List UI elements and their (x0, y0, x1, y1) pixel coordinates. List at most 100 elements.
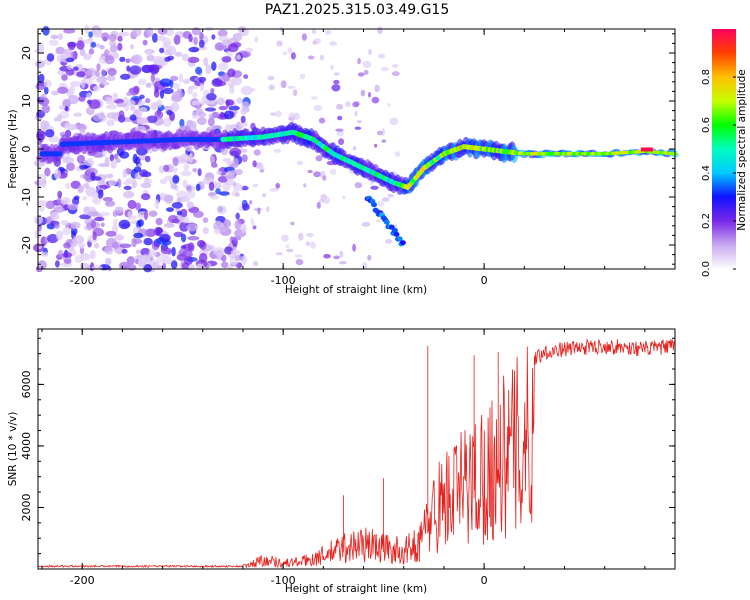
spectrogram-noise-blob (179, 118, 185, 128)
spectrogram-noise-blob (105, 230, 117, 237)
spectrogram-noise-blob (92, 85, 101, 92)
spectrogram-noise-blob (225, 125, 233, 131)
spectrogram-x-label: Height of straight line (km) (285, 284, 427, 296)
spectrogram-noise-blob (313, 171, 321, 178)
spectrogram-noise-blob (44, 86, 49, 95)
spectrogram-y-ticks: -20 -10 0 10 20 (20, 33, 675, 265)
spectrogram-noise-blob (227, 43, 239, 53)
spectrogram-noise-blob (249, 88, 256, 92)
spectrogram-noise-blob (126, 65, 131, 72)
spectrogram-noise-blob (342, 195, 346, 200)
spectrogram-noise-blob (106, 119, 115, 127)
spectrogram-noise-blob (241, 101, 250, 110)
spectrogram-noise-blob (305, 241, 311, 246)
spectrogram-noise-blob (303, 183, 307, 188)
spectrogram-noise-blob (94, 216, 105, 222)
spectrogram-noise-blob (232, 183, 243, 192)
spectrogram-noise-blob (84, 69, 96, 76)
spectrogram-noise-blob (37, 179, 45, 188)
spectrogram-noise-blob (354, 126, 362, 130)
spectrogram-noise-blob (352, 243, 356, 252)
spectrogram-y-tick-label-3: 10 (20, 94, 33, 108)
spectrogram-noise-blob (199, 31, 204, 41)
spectrogram-noise-blob (136, 117, 149, 125)
spectrogram-noise-blob (377, 26, 383, 35)
spectrogram-noise-blob (44, 167, 51, 177)
spectrogram-noise-blob (336, 103, 344, 110)
spectrogram-noise-blob (67, 203, 79, 211)
spectrogram-noise-blob (92, 152, 105, 158)
spectrogram-noise-blob (63, 258, 72, 264)
spectrogram-noise-blob (53, 117, 58, 122)
spectrogram-noise-blob (123, 185, 132, 191)
spectrogram-noise-blob (163, 164, 170, 172)
spectrogram-noise-blob (117, 42, 123, 51)
spectrogram-noise-blob (230, 236, 242, 241)
spectrogram-noise-blob (64, 129, 72, 138)
spectrogram-noise-blob (163, 223, 175, 229)
spectrogram-noise-blob (172, 175, 180, 184)
spectrogram-noise-blob (45, 129, 55, 138)
colorbar-tick-label-2: 0.4 (701, 165, 712, 181)
spectrogram-noise-blob (126, 256, 135, 265)
snr-background (38, 329, 675, 569)
spectrogram-noise-blob (60, 220, 69, 226)
spectrogram-noise-blob (356, 120, 362, 124)
spectrogram-noise-blob (38, 133, 44, 143)
spectrogram-noise-blob (166, 207, 174, 213)
spectrogram-noise-blob (126, 91, 132, 97)
spectrogram-noise-blob (389, 117, 399, 126)
spectrogram-noise-blob (178, 73, 184, 83)
spectrogram-noise-blob (199, 83, 205, 92)
spectrogram-noise-blob (154, 199, 160, 210)
spectrogram-noise-blob (92, 176, 102, 181)
spectrogram-noise-blob (299, 73, 306, 80)
spectrogram-noise-blob (63, 28, 76, 34)
spectrogram-noise-blob (54, 223, 60, 229)
spectrogram-noise-blob (86, 92, 92, 99)
spectrogram-ridge-branch (396, 236, 403, 242)
spectrogram-noise-blob (311, 29, 316, 35)
spectrogram-noise-blob (352, 146, 357, 151)
spectrogram-noise-blob (129, 65, 142, 75)
spectrogram-noise-blob (315, 155, 323, 162)
spectrogram-noise-blob (257, 207, 261, 215)
spectrogram-noise-blob (216, 249, 223, 259)
colorbar-gradient (712, 29, 736, 269)
spectrogram-noise-blob (232, 32, 242, 42)
spectrogram-noise-blob (170, 75, 179, 82)
spectrogram-noise-blob (144, 155, 151, 163)
spectrogram-noise-blob (336, 130, 345, 137)
spectrogram-noise-blob (100, 222, 105, 228)
spectrogram-noise-blob (221, 261, 229, 269)
spectrogram-noise-blob (116, 102, 127, 108)
spectrogram-noise-blob (234, 220, 242, 230)
spectrogram-noise-blob (361, 262, 367, 269)
spectrogram-noise-blob (282, 51, 288, 56)
spectrogram-y-tick-label-0: -20 (20, 236, 33, 254)
spectrogram-noise-blob (286, 248, 294, 253)
snr-x-ticks: -200 -100 0 (41, 329, 646, 587)
spectrogram-noise-blob (64, 122, 70, 131)
spectrogram-noise-blob (171, 202, 183, 209)
spectrogram-noise-blob (133, 232, 144, 239)
spectrogram-noise-blob (57, 196, 62, 205)
spectrogram-noise-blob (211, 34, 216, 40)
spectrogram-noise-blob (192, 92, 198, 98)
spectrogram-noise-blob (89, 211, 99, 217)
spectrogram-noise-blob (197, 111, 207, 118)
spectrogram-noise-blob (378, 53, 386, 59)
spectrogram-noise-blob (99, 44, 105, 50)
spectrogram-noise-blob (296, 160, 303, 166)
spectrogram-noise-blob (180, 208, 188, 218)
spectrogram-y-label: Frequency (Hz) (7, 109, 19, 188)
spectrogram-noise-blob (140, 182, 152, 189)
spectrogram-noise-blob (65, 183, 70, 189)
spectrogram-noise-blob (331, 84, 341, 92)
spectrogram-noise-blob (292, 89, 298, 97)
spectrogram-noise-blob (39, 97, 50, 107)
spectrogram-noise-blob (98, 111, 105, 120)
spectrogram-noise-blob (135, 202, 141, 211)
spectrogram-noise-blob (252, 225, 257, 230)
